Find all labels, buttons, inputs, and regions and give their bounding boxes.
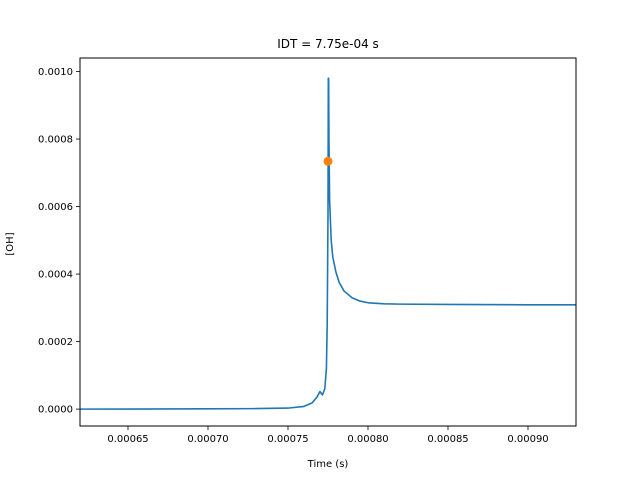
x-tick-label: 0.00075 (267, 434, 308, 445)
x-axis: 0.00065 0.00070 0.00075 0.00080 0.00085 0.000… (107, 426, 549, 445)
x-tick-label: 0.00070 (187, 434, 228, 445)
y-axis: 0.0000 0.0002 0.0004 0.0006 0.0008 0.0010 (38, 67, 80, 416)
y-tick-label: 0.0004 (38, 270, 73, 281)
chart-title: IDT = 7.75e-04 s (277, 37, 379, 51)
axes-frame (79, 57, 577, 427)
idt-point-marker (323, 156, 333, 166)
x-tick-label: 0.00090 (507, 434, 548, 445)
x-tick-label: 0.00085 (427, 434, 468, 445)
plot-area (80, 77, 576, 410)
y-tick-label: 0.0000 (38, 405, 73, 416)
y-tick-label: 0.0010 (38, 67, 73, 78)
x-axis-label: Time (s) (307, 459, 349, 470)
x-tick-label: 0.00065 (107, 434, 148, 445)
oh-concentration-line (80, 77, 576, 410)
y-tick-label: 0.0006 (38, 202, 73, 213)
y-axis-label: [OH] (5, 232, 16, 255)
y-tick-label: 0.0008 (38, 135, 73, 146)
y-tick-label: 0.0002 (38, 337, 73, 348)
x-tick-label: 0.00080 (347, 434, 388, 445)
